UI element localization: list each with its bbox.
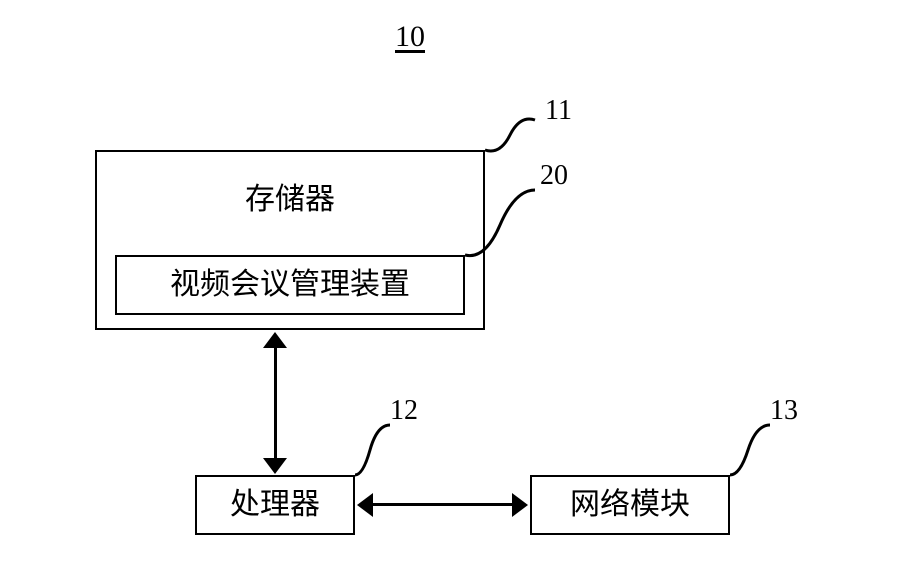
network-box: 网络模块: [530, 475, 730, 535]
arrow-horizontal-head-left: [357, 493, 373, 517]
callout-13-curve: [720, 415, 785, 485]
callout-20-curve: [460, 175, 550, 265]
device-label: 视频会议管理装置: [170, 267, 410, 303]
device-box: 视频会议管理装置: [115, 255, 465, 315]
arrow-vertical-head-up: [263, 332, 287, 348]
network-label: 网络模块: [570, 487, 690, 523]
processor-label: 处理器: [230, 487, 320, 523]
processor-box: 处理器: [195, 475, 355, 535]
arrow-horizontal-head-right: [512, 493, 528, 517]
arrow-vertical-head-down: [263, 458, 287, 474]
memory-label: 存储器: [245, 182, 335, 218]
callout-12-curve: [345, 415, 405, 485]
arrow-vertical-line: [274, 344, 277, 462]
figure-number: 10: [395, 20, 425, 54]
arrow-horizontal-line: [370, 503, 514, 506]
callout-11-curve: [480, 105, 560, 165]
